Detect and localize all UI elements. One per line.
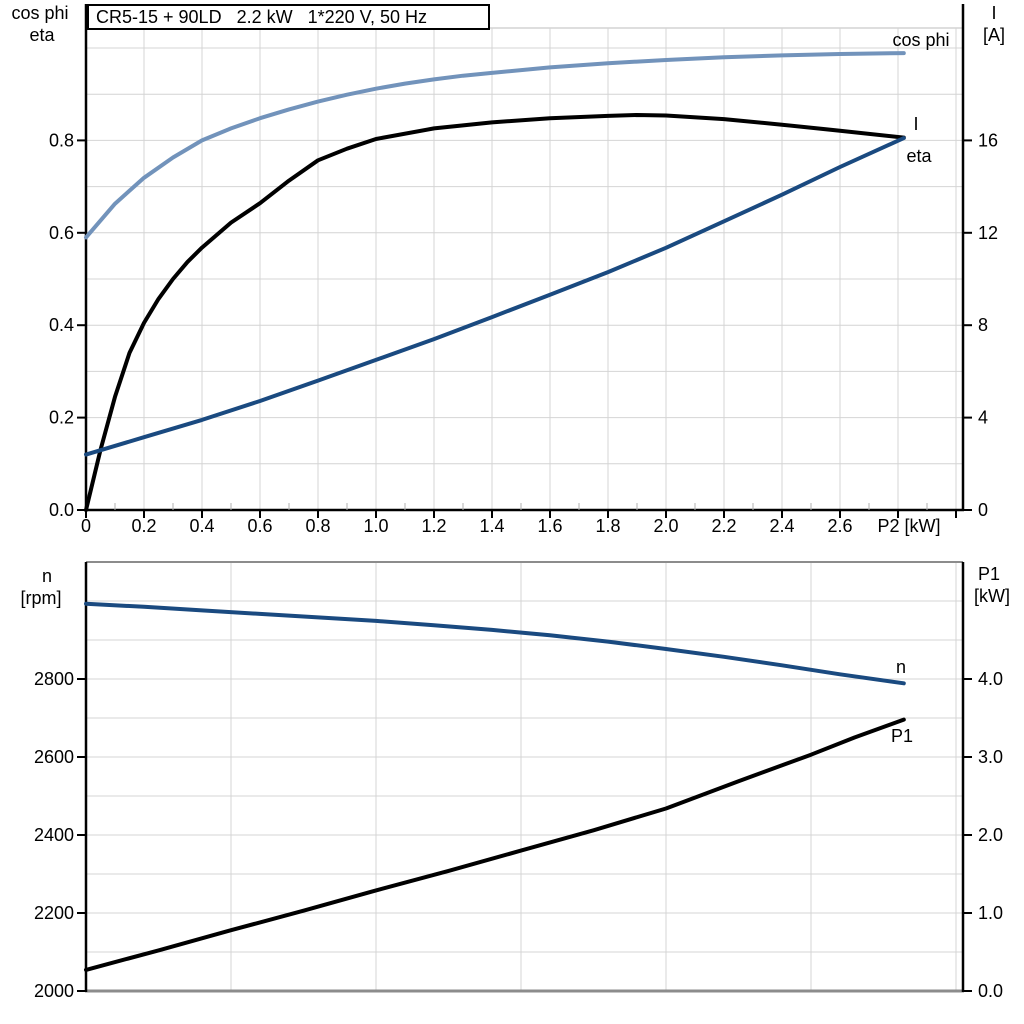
curve-label-eta: eta [906,146,932,166]
right-axis-tick-label: 12 [978,223,998,243]
curve-n [84,601,906,686]
left-axis-tick-label: 0.8 [49,130,74,150]
right-axis-tick-label: 3.0 [978,747,1003,767]
right-axis-title: I [991,3,996,23]
x-axis-tick-label: 0.8 [305,516,330,536]
left-axis-tick-label: 2000 [34,981,74,1001]
right-axis-title: P1 [978,564,1000,584]
right-axis-tick-label: 1.0 [978,903,1003,923]
right-axis-title: [A] [983,25,1005,45]
left-axis-tick-label: 0.4 [49,315,74,335]
x-axis-tick-label: 2.2 [711,516,736,536]
left-axis-tick-label: 0.0 [49,500,74,520]
curve-label-i: I [913,114,918,134]
x-axis-tick-label: 2.6 [827,516,852,536]
right-axis-tick-label: 0.0 [978,981,1003,1001]
x-axis-tick-label: 0.4 [189,516,214,536]
x-axis-tick-label: 1.0 [363,516,388,536]
curve-label-p1: P1 [891,726,913,746]
left-axis-title: eta [29,25,55,45]
x-axis-tick-label: 0 [81,516,91,536]
right-axis-title: [kW] [974,586,1010,606]
x-axis-unit-label: P2 [kW] [877,516,940,536]
curve-eta [84,113,906,512]
chart-title-box: CR5-15 + 90LD 2.2 kW 1*220 V, 50 Hz [87,4,490,30]
left-axis-tick-label: 0.2 [49,408,74,428]
curve-p1 [84,717,906,972]
x-axis-tick-label: 1.2 [421,516,446,536]
chart-title: CR5-15 + 90LD 2.2 kW 1*220 V, 50 Hz [96,6,428,27]
left-axis-tick-label: 2800 [34,669,74,689]
x-axis-tick-label: 1.6 [537,516,562,536]
left-axis-title: [rpm] [20,588,61,608]
left-axis-tick-label: 2600 [34,747,74,767]
x-axis-tick-label: 1.4 [479,516,504,536]
left-axis-tick-label: 2200 [34,903,74,923]
curve-i [84,136,906,457]
left-axis-title: n [42,566,52,586]
curve-label-cos-phi: cos phi [892,30,949,50]
x-axis-tick-label: 0.6 [247,516,272,536]
x-axis-tick-label: 2.0 [653,516,678,536]
right-axis-tick-label: 16 [978,130,998,150]
curve-cos-phi [84,51,906,240]
left-axis-tick-label: 2400 [34,825,74,845]
x-axis-tick-label: 0.2 [131,516,156,536]
right-axis-tick-label: 8 [978,315,988,335]
right-axis-tick-label: 0 [978,500,988,520]
right-axis-tick-label: 4 [978,408,988,428]
right-axis-tick-label: 4.0 [978,669,1003,689]
left-axis-tick-label: 0.6 [49,223,74,243]
curve-label-n: n [896,657,906,677]
right-axis-tick-label: 2.0 [978,825,1003,845]
left-axis-title: cos phi [11,3,68,23]
x-axis-tick-label: 2.4 [769,516,794,536]
x-axis-tick-label: 1.8 [595,516,620,536]
